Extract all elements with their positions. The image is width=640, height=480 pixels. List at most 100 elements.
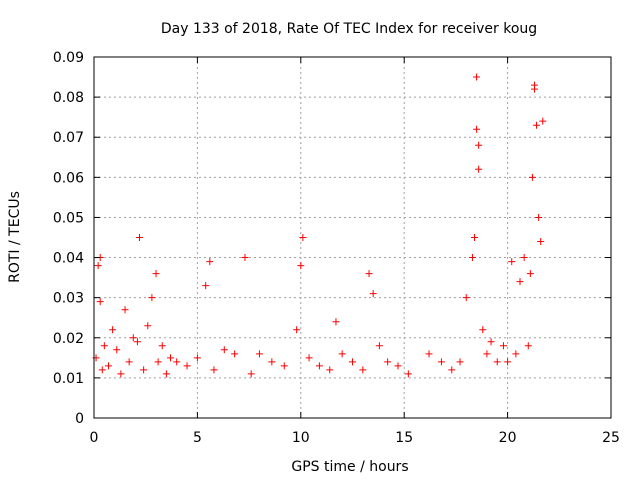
x-tick-label-0: 0 <box>90 430 99 446</box>
data-point <box>135 234 143 241</box>
x-tick-label-5: 25 <box>602 430 620 446</box>
data-point <box>359 366 367 374</box>
data-point <box>473 73 481 81</box>
plot-frame <box>93 56 612 419</box>
y-tick-label-3: 0.03 <box>53 291 84 307</box>
data-point <box>148 294 156 302</box>
data-point <box>96 298 104 306</box>
data-point <box>437 358 445 366</box>
x-tick-label-3: 15 <box>395 430 413 446</box>
data-point <box>144 322 152 330</box>
data-point <box>315 362 323 370</box>
data-point <box>479 326 487 334</box>
data-point <box>394 362 402 370</box>
y-tick-label-0: 0 <box>75 411 84 427</box>
y-tick-label-1: 0.01 <box>53 371 84 387</box>
data-point <box>512 350 520 358</box>
data-point <box>299 234 307 241</box>
data-point <box>493 358 501 366</box>
data-point <box>530 85 538 93</box>
data-point <box>332 318 340 326</box>
data-point <box>98 366 106 374</box>
data-point <box>125 358 133 366</box>
data-point <box>206 258 214 266</box>
data-point <box>349 358 356 366</box>
data-point <box>425 350 433 358</box>
data-point <box>100 342 108 350</box>
data-point <box>158 342 166 350</box>
data-point <box>539 117 547 125</box>
data-point <box>117 370 125 378</box>
y-tick-labels: 0 0.01 0.02 0.03 0.04 0.05 0.06 0.07 0.08 0.09 <box>53 50 84 427</box>
data-point <box>152 270 160 278</box>
data-point <box>220 346 228 354</box>
data-point <box>365 270 373 278</box>
data-point <box>293 326 301 334</box>
data-point <box>516 278 524 286</box>
x-tick-labels: 0 5 10 15 20 25 <box>90 430 620 446</box>
data-point <box>508 258 516 266</box>
data-point <box>499 342 507 350</box>
data-point <box>326 366 334 374</box>
data-point <box>268 358 276 366</box>
data-point <box>448 366 456 374</box>
x-tick-label-1: 5 <box>193 430 202 446</box>
y-tick-label-8: 0.08 <box>53 90 84 106</box>
y-tick-label-6: 0.06 <box>53 170 84 186</box>
data-point <box>384 358 392 366</box>
y-tick-label-2: 0.02 <box>53 331 84 347</box>
data-point <box>154 358 162 366</box>
data-point <box>140 366 148 374</box>
data-point <box>462 294 470 302</box>
data-point <box>473 125 481 133</box>
data-point <box>520 254 528 262</box>
data-point <box>526 270 534 278</box>
data-point <box>471 234 479 241</box>
data-point <box>247 370 255 378</box>
data-point <box>241 254 249 262</box>
data-point <box>129 334 137 342</box>
data-point <box>305 354 313 362</box>
data-point <box>487 338 495 346</box>
data-point <box>202 282 210 290</box>
data-point <box>468 254 476 262</box>
y-tick-label-4: 0.04 <box>53 251 84 267</box>
data-point <box>528 173 536 181</box>
data-point <box>404 370 412 378</box>
data-point <box>338 350 346 358</box>
chart-title: Day 133 of 2018, Rate Of TEC Index for r… <box>161 21 537 37</box>
data-point <box>113 346 121 354</box>
data-point <box>104 362 112 370</box>
data-point <box>183 362 191 370</box>
data-point <box>94 262 102 270</box>
data-point <box>535 213 543 221</box>
data-point <box>475 141 483 149</box>
y-tick-label-9: 0.09 <box>53 50 84 66</box>
data-point <box>231 350 239 358</box>
data-points <box>92 73 547 378</box>
data-point <box>297 262 305 270</box>
data-point <box>524 342 532 350</box>
x-axis-label: GPS time / hours <box>291 459 408 475</box>
data-point <box>210 366 218 374</box>
data-point <box>255 350 263 358</box>
data-point <box>121 306 129 314</box>
data-point <box>109 326 117 334</box>
axis-ticks <box>93 56 612 419</box>
data-point <box>280 362 288 370</box>
x-tick-label-2: 10 <box>292 430 310 446</box>
data-point <box>167 354 175 362</box>
data-point <box>133 338 141 346</box>
x-tick-label-4: 20 <box>499 430 517 446</box>
y-axis-label: ROTI / TECUs <box>7 191 23 283</box>
data-point <box>537 238 545 246</box>
y-tick-label-7: 0.07 <box>53 130 84 146</box>
data-point <box>375 342 383 350</box>
data-point <box>475 165 483 173</box>
data-point <box>193 354 201 362</box>
y-tick-label-5: 0.05 <box>53 210 84 226</box>
data-point <box>456 358 464 366</box>
data-point <box>173 358 181 366</box>
data-point <box>162 370 170 378</box>
